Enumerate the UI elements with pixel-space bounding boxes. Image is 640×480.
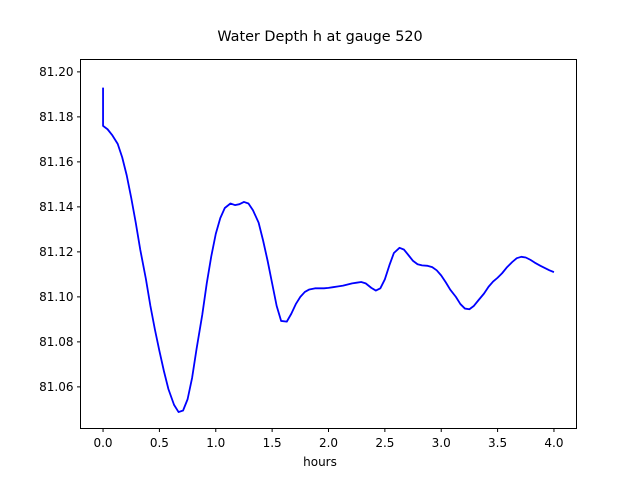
x-tick-label: 2.0 [318, 435, 339, 450]
chart-title: Water Depth h at gauge 520 [217, 29, 423, 45]
x-tick-label: 4.0 [544, 435, 564, 450]
y-tick-label: 81.20 [39, 64, 74, 79]
y-tick-label: 81.08 [39, 334, 74, 349]
y-tick-label: 81.10 [39, 289, 74, 304]
axes-spines [80, 59, 577, 429]
tick-marks [77, 71, 555, 432]
y-tick-label: 81.06 [39, 379, 74, 394]
y-tick-label: 81.12 [39, 244, 74, 259]
y-tick-label: 81.16 [39, 154, 74, 169]
x-tick-label: 1.5 [262, 435, 282, 450]
x-tick-label: 3.5 [488, 435, 508, 450]
y-tick-label: 81.18 [39, 109, 74, 124]
y-tick-label: 81.14 [39, 199, 74, 214]
line-series-h [102, 87, 555, 413]
x-tick-label: 1.0 [206, 435, 226, 450]
x-tick-label: 3.0 [431, 435, 451, 450]
x-tick-label: 0.5 [149, 435, 169, 450]
x-tick-label: 2.5 [375, 435, 395, 450]
data-series-group [102, 87, 555, 413]
x-tick-label: 0.0 [93, 435, 113, 450]
x-axis-label: hours [303, 455, 337, 469]
